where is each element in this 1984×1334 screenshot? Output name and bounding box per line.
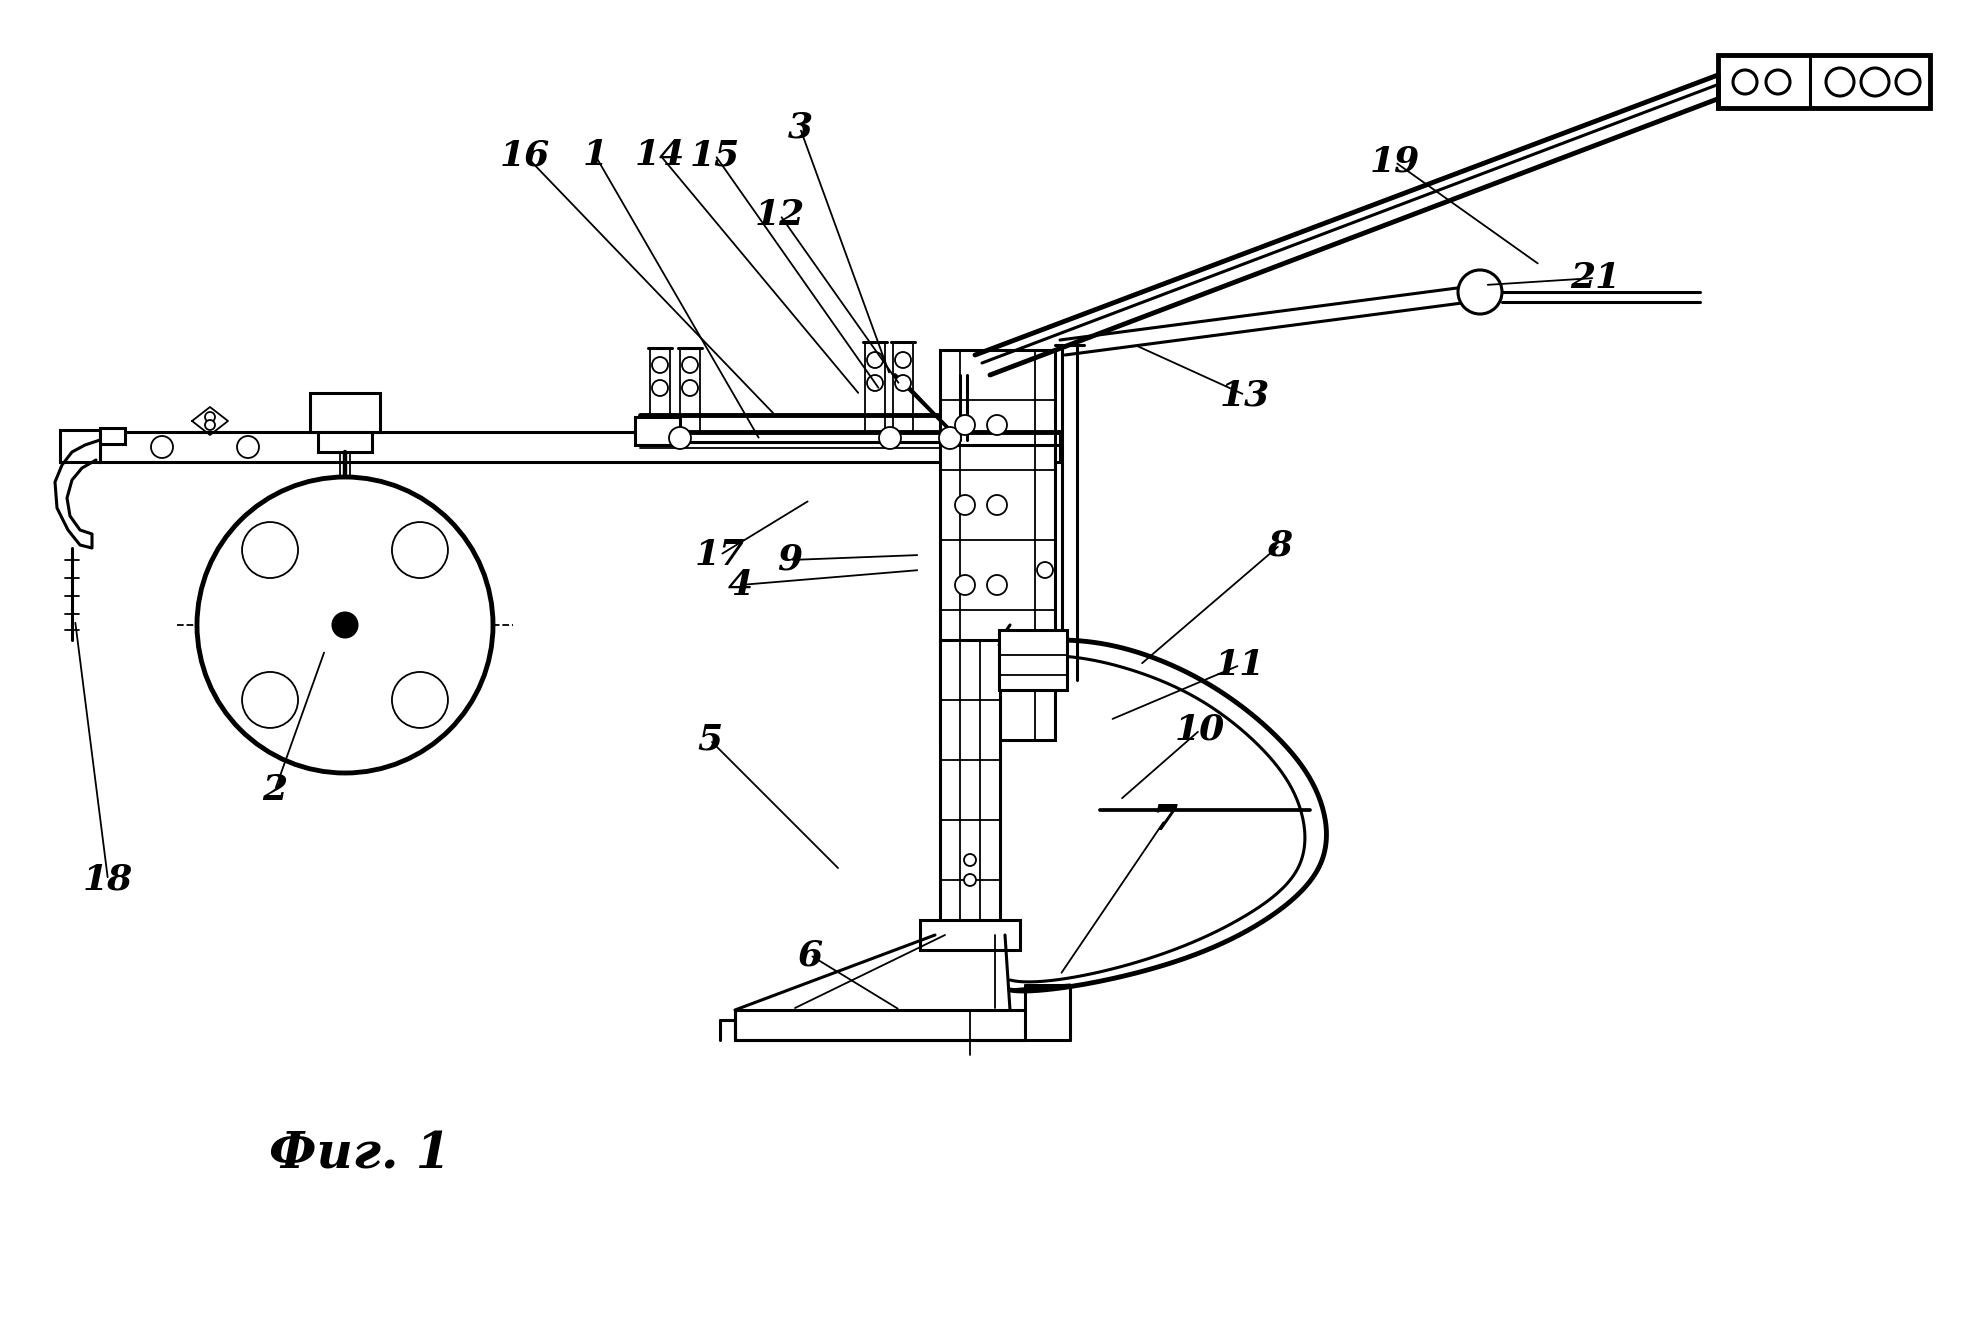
Text: 4: 4	[728, 568, 752, 602]
Bar	[681, 348, 700, 432]
Circle shape	[653, 380, 669, 396]
Bar	[921, 920, 1020, 950]
Circle shape	[1458, 269, 1502, 313]
Circle shape	[333, 614, 357, 638]
Text: 9: 9	[778, 543, 804, 578]
Circle shape	[1038, 562, 1054, 578]
Circle shape	[954, 415, 974, 435]
Text: 18: 18	[83, 863, 133, 896]
Circle shape	[1861, 68, 1889, 96]
Bar	[893, 342, 913, 432]
Bar	[310, 394, 381, 432]
Circle shape	[1897, 69, 1921, 93]
Text: 19: 19	[1369, 145, 1421, 179]
Text: 3: 3	[788, 111, 813, 145]
Text: 5: 5	[698, 723, 722, 756]
Bar	[635, 418, 681, 446]
Bar	[734, 1010, 1026, 1041]
Circle shape	[204, 412, 214, 422]
Text: 21: 21	[1569, 261, 1621, 295]
Circle shape	[242, 672, 298, 728]
Circle shape	[204, 420, 214, 430]
Circle shape	[682, 380, 698, 396]
Bar	[1000, 630, 1067, 690]
Text: 13: 13	[1220, 378, 1270, 412]
Circle shape	[938, 427, 960, 450]
Text: 11: 11	[1214, 648, 1266, 682]
Circle shape	[669, 427, 690, 450]
Text: 6: 6	[798, 938, 823, 972]
Circle shape	[986, 415, 1008, 435]
Circle shape	[151, 436, 173, 458]
Circle shape	[393, 522, 448, 578]
Circle shape	[986, 495, 1008, 515]
Bar	[60, 430, 99, 462]
Text: 17: 17	[694, 538, 746, 572]
Bar	[1718, 55, 1930, 108]
Text: 2: 2	[262, 772, 288, 807]
Text: Фиг. 1: Фиг. 1	[270, 1130, 450, 1179]
Circle shape	[653, 358, 669, 374]
Circle shape	[867, 375, 883, 391]
Bar	[865, 342, 885, 432]
Circle shape	[954, 495, 974, 515]
Circle shape	[242, 522, 298, 578]
Circle shape	[954, 575, 974, 595]
Text: 12: 12	[754, 197, 806, 232]
Text: 10: 10	[1175, 712, 1226, 747]
Circle shape	[895, 375, 911, 391]
Text: 7: 7	[1153, 803, 1178, 836]
Bar	[651, 348, 671, 432]
Bar	[317, 432, 373, 452]
Text: 8: 8	[1268, 528, 1292, 562]
Bar	[940, 640, 1000, 940]
Circle shape	[196, 478, 492, 772]
Bar	[99, 432, 1059, 462]
Circle shape	[1732, 69, 1758, 93]
Text: 15: 15	[690, 137, 740, 172]
Circle shape	[1766, 69, 1790, 93]
Circle shape	[986, 575, 1008, 595]
Circle shape	[236, 436, 260, 458]
Bar	[940, 350, 1055, 740]
Circle shape	[895, 352, 911, 368]
Circle shape	[879, 427, 901, 450]
Bar	[99, 428, 125, 444]
Circle shape	[964, 854, 976, 866]
Circle shape	[1825, 68, 1853, 96]
Circle shape	[867, 352, 883, 368]
Text: 16: 16	[500, 137, 550, 172]
Text: 14: 14	[635, 137, 684, 172]
Text: 1: 1	[583, 137, 607, 172]
Circle shape	[964, 874, 976, 886]
Circle shape	[682, 358, 698, 374]
Circle shape	[393, 672, 448, 728]
